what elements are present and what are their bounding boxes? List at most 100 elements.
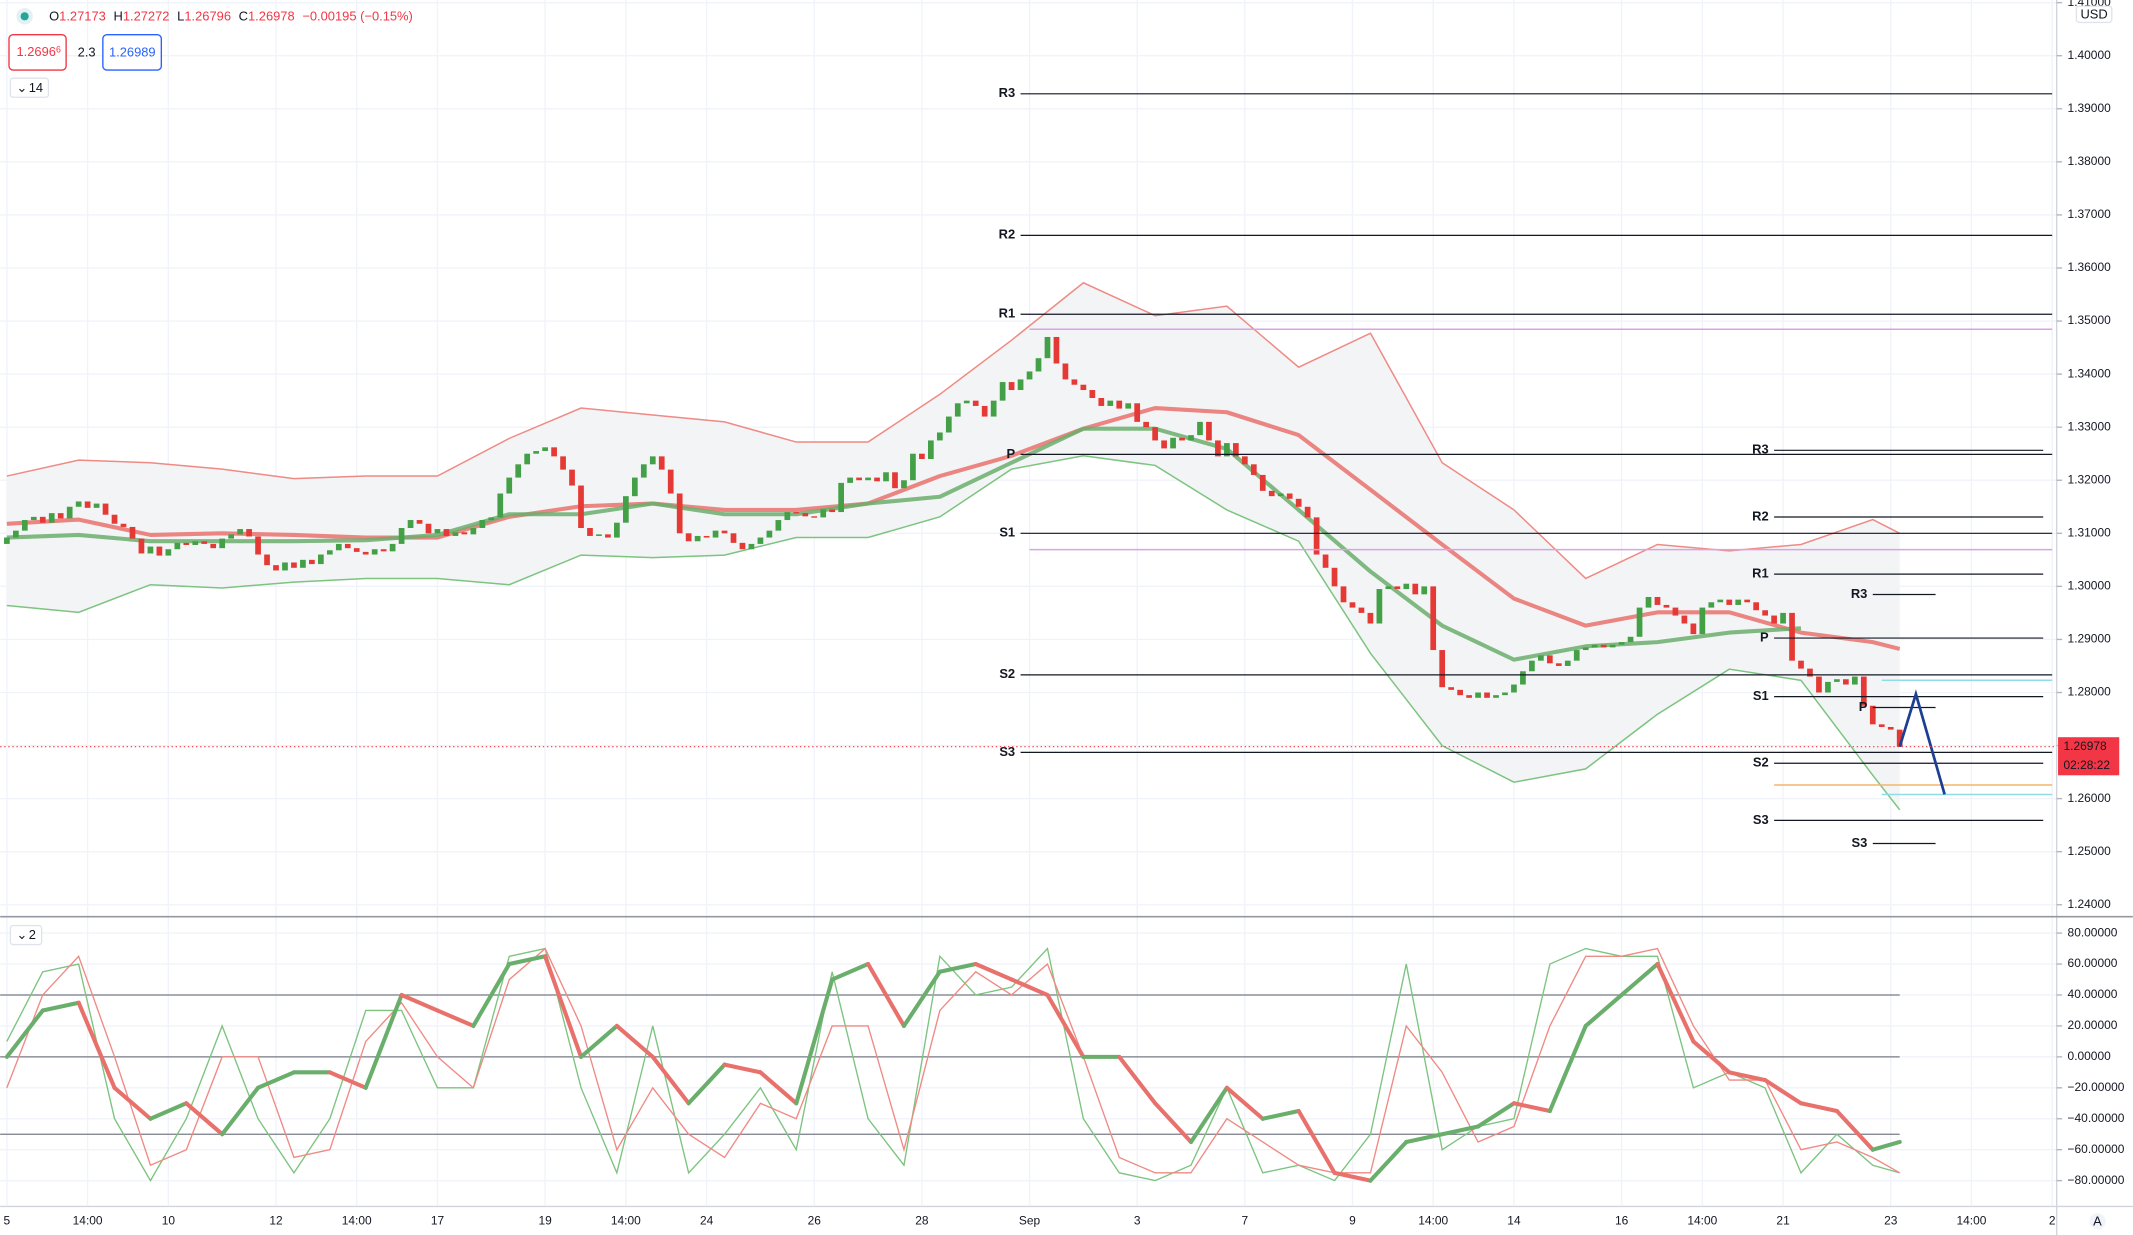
candle-body — [560, 456, 566, 470]
oscillator-segment — [256, 1070, 296, 1090]
currency-button[interactable] — [2075, 5, 2113, 24]
candle-body — [326, 550, 333, 555]
oscillator-segment — [1619, 961, 1660, 998]
candle-body — [1511, 684, 1517, 693]
candle-body — [246, 529, 252, 537]
candle-body — [380, 549, 387, 552]
candle-body — [1071, 379, 1078, 385]
candle-body — [1529, 660, 1535, 672]
pivot-label: P — [1859, 699, 1868, 714]
candle-body — [1349, 602, 1356, 608]
candle-body — [210, 543, 217, 549]
oscillator-segment — [543, 954, 584, 1059]
candle-body — [847, 477, 853, 483]
pivot-label: S2 — [999, 666, 1015, 681]
candle-body — [1726, 599, 1733, 605]
pane-toggle[interactable] — [9, 924, 43, 946]
oscillator-segment — [1117, 1054, 1158, 1106]
oscillator-segment — [614, 1023, 655, 1059]
candle-body — [1125, 403, 1132, 409]
pivot-label: R1 — [999, 306, 1016, 321]
candle-body — [1340, 586, 1347, 603]
candle-body — [39, 516, 46, 523]
candle-body — [479, 520, 486, 528]
oscillator-segment — [1547, 1023, 1588, 1114]
band-upper — [6, 281, 1901, 580]
candle-body — [1627, 636, 1634, 643]
candle-body — [856, 477, 862, 481]
ohlc-value: 1.26978 — [248, 9, 295, 24]
candle-body — [1609, 644, 1616, 648]
y-tick-label: 1.39000 — [2068, 101, 2112, 115]
x-tick-label: 3 — [1134, 1214, 1141, 1228]
candle-body — [631, 477, 638, 497]
x-tick-label: 26 — [808, 1214, 822, 1228]
y-tick-label: 40.00000 — [2068, 987, 2118, 1001]
candle-body — [1017, 379, 1024, 391]
candle-body — [1744, 599, 1751, 603]
candle-body — [928, 440, 934, 460]
candle-body — [488, 517, 495, 521]
pivot-label: S3 — [1753, 812, 1769, 827]
candle-body — [1573, 650, 1580, 661]
pane-toggle-count: 14 — [29, 80, 43, 95]
candle-body — [578, 485, 584, 528]
candle-body — [1860, 676, 1867, 706]
x-tick-label: 14:00 — [73, 1214, 103, 1228]
sell-price[interactable]: 1.26966 — [16, 44, 60, 59]
candle-body — [1259, 474, 1266, 491]
candle-body — [685, 533, 692, 542]
candle-body — [703, 535, 710, 538]
candle-body — [237, 529, 243, 535]
candle-body — [138, 538, 145, 554]
pivot-label: R1 — [1752, 566, 1769, 581]
y-tick-label: 1.24000 — [2068, 897, 2112, 911]
candle-body — [972, 400, 979, 406]
oscillator-segment — [1260, 1108, 1301, 1121]
oscillator-segment — [1404, 1132, 1445, 1144]
x-tick-label: 10 — [162, 1214, 176, 1228]
y-tick-label: −20.00000 — [2068, 1080, 2125, 1094]
candle-body — [1107, 400, 1114, 406]
candle-body — [551, 447, 557, 457]
x-tick-label: 28 — [915, 1214, 929, 1228]
ohlc-key: L — [177, 9, 184, 24]
candle-body — [865, 477, 871, 481]
candle-body — [353, 548, 360, 552]
candle-body — [1430, 586, 1437, 651]
status-dot — [20, 12, 29, 21]
candle-body — [219, 538, 226, 549]
auto-scale-button[interactable] — [2089, 1213, 2106, 1230]
band-lower — [6, 455, 1901, 811]
candle-body — [775, 520, 782, 531]
pane-toggle[interactable] — [9, 77, 50, 98]
candle-body — [1179, 437, 1185, 441]
candle-body — [1771, 615, 1777, 624]
oscillator-segment — [1476, 1101, 1516, 1129]
candle-body — [1331, 567, 1338, 587]
candle-body — [1708, 602, 1715, 608]
buy-price[interactable]: 1.26989 — [109, 44, 156, 59]
pivot-label: S2 — [1753, 755, 1769, 770]
oscillator-segment — [1870, 1139, 1902, 1152]
oscillator-segment — [40, 1000, 81, 1013]
oscillator-segment — [1045, 992, 1086, 1059]
candle-body — [730, 533, 737, 543]
oscillator-segment — [507, 954, 548, 967]
spread: 2.3 — [78, 44, 96, 59]
candle-body — [999, 382, 1006, 401]
candle-body — [389, 543, 396, 552]
candle-body — [1789, 612, 1795, 661]
candle-body — [30, 516, 37, 521]
sell-button[interactable] — [8, 34, 67, 71]
candle-body — [434, 529, 441, 534]
oscillator-segment — [1798, 1101, 1839, 1114]
candle-body — [515, 464, 522, 478]
candle-body — [945, 416, 952, 433]
oscillator-segment — [220, 1085, 261, 1137]
candle-body — [1457, 689, 1463, 696]
candle-body — [497, 493, 504, 518]
oscillator-segment — [1440, 1124, 1481, 1137]
buy-button[interactable] — [102, 34, 163, 71]
oscillator-segment — [1834, 1108, 1875, 1152]
